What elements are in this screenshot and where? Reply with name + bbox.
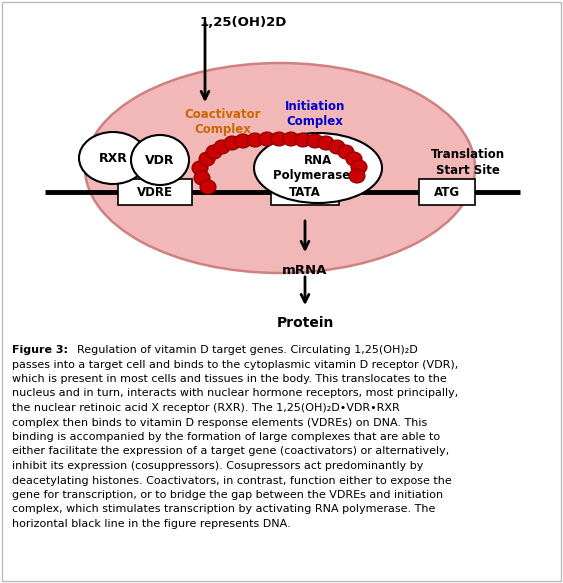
Text: ATG: ATG: [434, 185, 460, 198]
Ellipse shape: [79, 132, 147, 184]
Ellipse shape: [271, 132, 287, 146]
Ellipse shape: [131, 135, 189, 185]
Ellipse shape: [254, 133, 382, 203]
Ellipse shape: [295, 133, 311, 147]
Text: horizontal black line in the figure represents DNA.: horizontal black line in the figure repr…: [12, 519, 291, 529]
Text: inhibit its expression (cosuppressors). Cosupressors act predominantly by: inhibit its expression (cosuppressors). …: [12, 461, 423, 471]
Ellipse shape: [307, 134, 323, 148]
Ellipse shape: [259, 132, 275, 146]
Ellipse shape: [85, 63, 475, 273]
Text: the nuclear retinoic acid X receptor (RXR). The 1,25(OH)₂D•VDR•RXR: the nuclear retinoic acid X receptor (RX…: [12, 403, 400, 413]
Text: passes into a target cell and binds to the cytoplasmic vitamin D receptor (VDR),: passes into a target cell and binds to t…: [12, 360, 458, 370]
Ellipse shape: [349, 169, 365, 183]
Text: RXR: RXR: [99, 152, 127, 164]
Text: VDRE: VDRE: [137, 185, 173, 198]
FancyBboxPatch shape: [118, 179, 192, 205]
Ellipse shape: [194, 171, 210, 185]
Text: Figure 3:: Figure 3:: [12, 345, 68, 355]
Ellipse shape: [224, 136, 240, 150]
Text: Coactivator
Complex: Coactivator Complex: [185, 108, 261, 136]
Ellipse shape: [206, 145, 222, 159]
Text: 1,25(OH)2D: 1,25(OH)2D: [200, 16, 287, 29]
Text: VDR: VDR: [145, 153, 175, 167]
Ellipse shape: [318, 136, 334, 150]
Text: Protein: Protein: [276, 316, 334, 330]
Text: which is present in most cells and tissues in the body. This translocates to the: which is present in most cells and tissu…: [12, 374, 447, 384]
Ellipse shape: [214, 140, 230, 154]
Ellipse shape: [247, 133, 263, 147]
Text: either facilitate the expression of a target gene (coactivators) or alternativel: either facilitate the expression of a ta…: [12, 447, 449, 456]
Text: deacetylating histones. Coactivators, in contrast, function either to expose the: deacetylating histones. Coactivators, in…: [12, 476, 452, 486]
Text: complex, which stimulates transcription by activating RNA polymerase. The: complex, which stimulates transcription …: [12, 504, 435, 515]
Ellipse shape: [346, 152, 362, 166]
Text: complex then binds to vitamin D response elements (VDREs) on DNA. This: complex then binds to vitamin D response…: [12, 417, 427, 427]
Ellipse shape: [199, 152, 215, 166]
Text: Translation
Start Site: Translation Start Site: [431, 149, 505, 177]
Text: TATA: TATA: [289, 185, 321, 198]
Text: gene for transcription, or to bridge the gap between the VDREs and initiation: gene for transcription, or to bridge the…: [12, 490, 443, 500]
Ellipse shape: [235, 134, 251, 148]
Ellipse shape: [283, 132, 299, 146]
Text: binding is accompanied by the formation of large complexes that are able to: binding is accompanied by the formation …: [12, 432, 440, 442]
Ellipse shape: [200, 180, 216, 194]
Text: nucleus and in turn, interacts with nuclear hormone receptors, most principally,: nucleus and in turn, interacts with nucl…: [12, 388, 458, 399]
Text: Initiation
Complex: Initiation Complex: [285, 100, 345, 128]
FancyBboxPatch shape: [271, 179, 339, 205]
Ellipse shape: [338, 145, 354, 159]
Ellipse shape: [329, 140, 345, 154]
Ellipse shape: [192, 161, 208, 175]
Text: Regulation of vitamin D target genes. Circulating 1,25(OH)₂D: Regulation of vitamin D target genes. Ci…: [70, 345, 418, 355]
FancyBboxPatch shape: [419, 179, 475, 205]
Text: mRNA: mRNA: [282, 264, 328, 277]
Ellipse shape: [351, 160, 367, 174]
Text: RNA
Polymerase II: RNA Polymerase II: [273, 154, 363, 182]
